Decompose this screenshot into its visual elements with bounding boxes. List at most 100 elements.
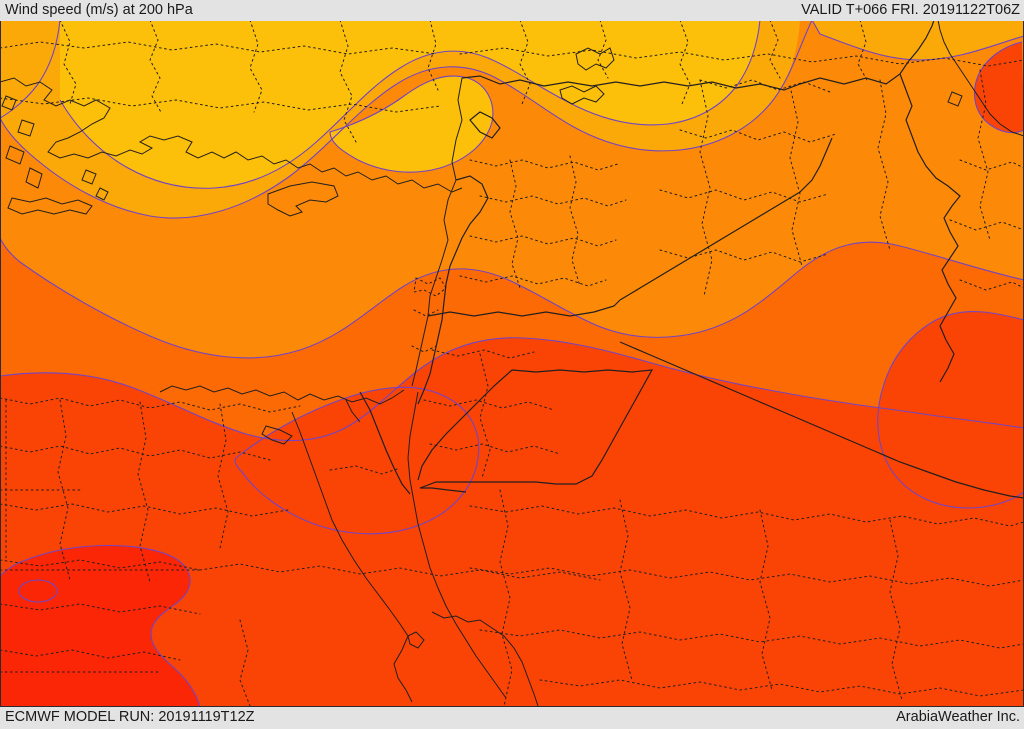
admin-egypt-1	[0, 397, 301, 413]
coast-turkey-south	[0, 77, 463, 193]
coast-nile-delta	[345, 399, 361, 423]
border-syria-iraq	[619, 137, 833, 301]
contour-line-35-patch-iraq	[974, 41, 1024, 134]
admin-turkey-7	[0, 97, 441, 113]
contour-line-35	[0, 337, 1024, 442]
border-jordan-iraq-saudi	[419, 369, 654, 489]
admin-syria-2	[479, 195, 627, 207]
coast-island-small-1	[81, 169, 97, 185]
admin-palestine	[413, 277, 447, 297]
coast-rhodes	[25, 167, 43, 189]
border-egypt-israel	[359, 391, 411, 495]
admin-syria-3	[469, 235, 617, 247]
band-35-40-lobe	[235, 387, 479, 534]
admin-turkey-10	[679, 20, 691, 105]
border-lebanon	[449, 175, 489, 267]
admin-iraq-5	[699, 79, 713, 297]
admin-turkey-5	[339, 20, 357, 143]
coastlines	[0, 20, 1024, 707]
admin-egypt-10	[239, 619, 251, 707]
admin-israel-2	[411, 345, 437, 353]
admin-iran-2	[949, 219, 1024, 231]
admin-sinai	[329, 465, 401, 475]
band-35-40-lobe-ne	[877, 311, 1024, 508]
admin-jordan-2	[423, 399, 555, 411]
contour-fill-canvas	[0, 20, 1024, 707]
attribution-label: ArabiaWeather Inc.	[896, 709, 1020, 725]
admin-saudi-4	[499, 489, 513, 707]
coast-aegean-island-3	[5, 145, 25, 165]
contour-line-35-lobe-ne	[877, 311, 1024, 509]
admin-turkey-2	[59, 20, 77, 105]
coast-gulf-of-aqaba	[407, 391, 507, 699]
admin-iraq-1	[699, 79, 831, 93]
admin-saudi-8	[539, 679, 1024, 697]
coast-persian-gulf	[937, 20, 1024, 137]
coast-island-small-2	[95, 187, 109, 201]
admin-jordan-1	[431, 349, 535, 359]
admin-syria-5	[509, 159, 521, 289]
border-israel-jordan	[417, 265, 451, 405]
forecast-map[interactable]	[0, 20, 1024, 707]
band-15-20	[60, 20, 760, 189]
coast-gulf-of-suez	[291, 411, 413, 703]
admin-turkey-12	[769, 20, 781, 79]
admin-turkey-9	[597, 20, 609, 79]
coast-aegean-island-2	[17, 119, 35, 137]
admin-israel-1	[413, 309, 439, 317]
page-title: Wind speed (m/s) at 200 hPa	[5, 2, 193, 18]
coast-cyprus	[267, 181, 339, 217]
admin-turkey-8	[519, 20, 531, 105]
model-run-label: ECMWF MODEL RUN: 20191119T12Z	[5, 709, 255, 725]
coast-aegean-islands	[1, 95, 17, 111]
admin-turkey-3	[149, 20, 163, 115]
contour-line-30	[0, 237, 1024, 359]
coast-crete	[7, 197, 93, 215]
border-turkey-syria	[461, 75, 801, 91]
admin-iraq-6	[789, 85, 803, 267]
coast-black-sea	[575, 47, 615, 71]
admin-turkey-1	[0, 41, 437, 55]
admin-saudi-5	[619, 499, 633, 681]
coast-sinai-south	[407, 631, 425, 649]
admin-boundaries	[0, 20, 1024, 707]
admin-turkey-4	[249, 20, 263, 113]
admin-jordan-3	[429, 443, 561, 455]
border-iraq-iran	[899, 73, 961, 383]
admin-iraq-7	[877, 79, 891, 251]
admin-iran-1	[959, 159, 1024, 171]
coast-egypt-north	[159, 385, 405, 405]
valid-time-label: VALID T+066 FRI. 20191122T06Z	[801, 2, 1020, 18]
border-saudi-iraq	[619, 341, 1024, 499]
admin-saudi-2	[469, 567, 1024, 587]
header-bar: Wind speed (m/s) at 200 hPa VALID T+066 …	[0, 0, 1024, 21]
admin-saudi-1	[469, 505, 1024, 527]
admin-syria-1	[469, 159, 619, 171]
admin-turkey-6	[427, 20, 439, 91]
admin-syria-4	[459, 275, 607, 287]
contour-line-20-tongue	[329, 75, 494, 173]
coast-iskenderun	[559, 85, 605, 105]
admin-turkey-13	[857, 20, 869, 83]
admin-saudi-6	[759, 509, 773, 691]
border-turkey-hatay	[469, 111, 501, 139]
admin-saudi-3	[479, 629, 1024, 649]
admin-egypt-3	[0, 503, 289, 517]
admin-iraq-8	[977, 69, 991, 241]
contour-line-35-lobe	[234, 386, 480, 535]
contour-line-40-isolated	[18, 579, 58, 603]
admin-iraq-3	[659, 189, 829, 203]
border-syria-jordan	[427, 299, 621, 317]
coast-redsea-east	[431, 611, 539, 707]
admin-saudi-7	[889, 519, 903, 701]
contour-line-25b	[811, 20, 1024, 61]
admin-egypt-9	[0, 649, 181, 661]
admin-syria-6	[569, 155, 581, 287]
coast-levant	[411, 77, 463, 387]
admin-iraq-2	[679, 129, 837, 143]
contour-line-40	[0, 544, 201, 707]
band-15-20-tongue	[330, 76, 493, 173]
admin-iraq-4	[659, 249, 829, 263]
band-35-40	[0, 337, 1024, 707]
